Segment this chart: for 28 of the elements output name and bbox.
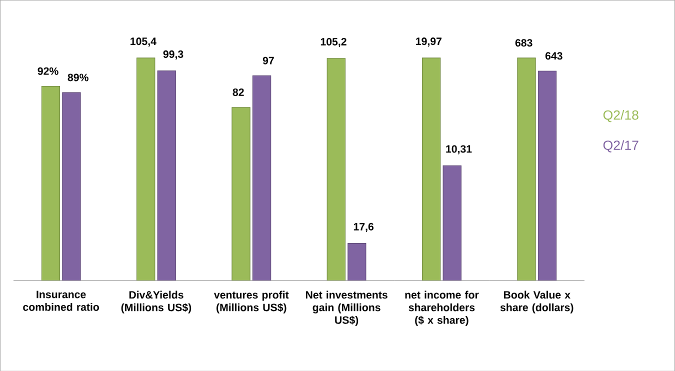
data-label: 89%: [68, 74, 88, 82]
text: Q2/18: [603, 110, 638, 122]
bar: [62, 92, 81, 280]
data-label: 99,3: [163, 50, 184, 60]
data-label: 10,31: [446, 145, 472, 154]
data-label: 105,4: [130, 37, 156, 46]
bar: [41, 86, 60, 280]
bar: [348, 242, 366, 280]
x-tick-label: Net investments gain (Millions US$): [306, 290, 388, 326]
data-label: 643: [545, 52, 562, 60]
bar: [232, 106, 250, 280]
data-label: 97: [262, 56, 274, 64]
x-tick-label: Div&Yields (Millions US$): [121, 290, 192, 314]
x-tick-label: net income for shareholders ($ x share): [405, 290, 479, 326]
data-label: 19,97: [416, 37, 442, 46]
data-label: 92%: [38, 67, 58, 75]
bar: [326, 58, 346, 280]
x-tick-label: ventures profit (Millions US$): [214, 290, 289, 314]
data-label: 105,2: [320, 38, 346, 47]
bar: [157, 70, 176, 280]
x-tick-label: Book Value x share (dollars): [500, 290, 574, 314]
data-label: 683: [515, 38, 532, 46]
bar: [136, 57, 156, 280]
x-tick-label: Insurance combined ratio: [23, 290, 100, 311]
data-label: 17,6: [354, 222, 374, 232]
data-label: 82: [232, 88, 244, 96]
bar: [252, 75, 272, 280]
text: Q2/17: [603, 140, 638, 152]
